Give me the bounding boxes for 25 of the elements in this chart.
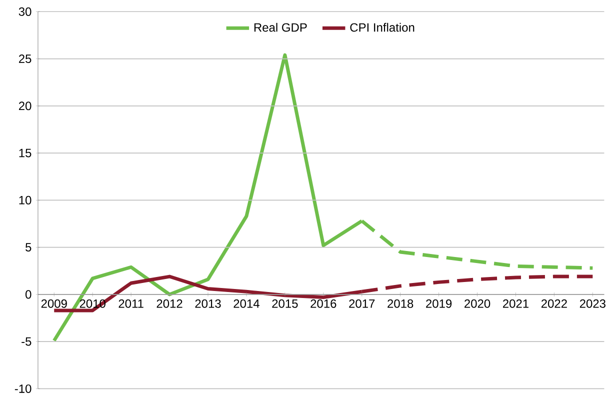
y-tick-label: -5	[22, 338, 32, 346]
x-tick-label: 2016	[310, 300, 336, 308]
x-tick-label: 2012	[156, 300, 182, 308]
y-tick-label: 0	[26, 290, 32, 299]
x-tick-label: 2022	[541, 300, 567, 308]
x-tick-label: 2021	[503, 300, 528, 308]
y-tick-label: 20	[18, 102, 32, 110]
x-tick-label: 2013	[195, 300, 221, 308]
y-tick-label: -10	[14, 384, 32, 394]
legend-label: Real GDP	[254, 23, 307, 32]
x-tick-label: 2009	[41, 300, 67, 308]
y-tick-label: 30	[18, 8, 32, 16]
x-tick-label: 2023	[580, 300, 606, 308]
x-tick-label: 2015	[272, 300, 298, 308]
x-tick-label: 2018	[388, 300, 414, 308]
y-tick-label: 5	[26, 243, 32, 252]
y-tick-label: 15	[19, 149, 32, 158]
x-tick-label: 2019	[426, 300, 452, 308]
x-tick-label: 2014	[234, 300, 260, 308]
x-tick-label: 2011	[118, 300, 144, 308]
y-tick-label: 25	[18, 54, 32, 64]
x-tick-label: 2017	[349, 300, 375, 308]
legend-label: CPI Inflation	[350, 23, 414, 32]
x-tick-label: 2020	[464, 300, 490, 308]
y-tick-label: 10	[19, 196, 32, 205]
